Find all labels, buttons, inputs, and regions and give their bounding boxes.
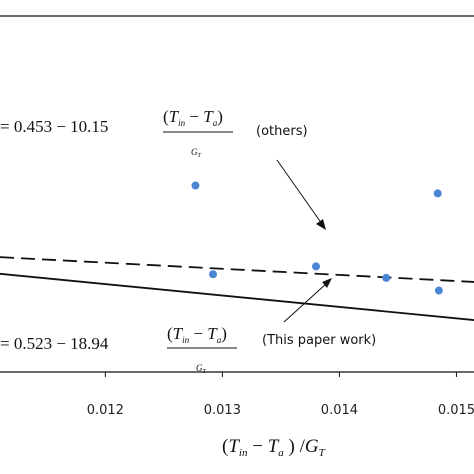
equation-this-work-numerator: (Tin − Ta): [167, 324, 227, 345]
x-tick-label: 0.014: [321, 403, 358, 418]
regression-line-others: [0, 256, 474, 283]
data-point: [433, 189, 442, 198]
regression-lines: [0, 256, 474, 321]
equation-others-lhs: = 0.453 − 10.15: [0, 117, 108, 136]
label-this-work: (This paper work): [262, 333, 376, 348]
equation-this-work-denominator: GT: [196, 363, 207, 375]
data-point: [191, 181, 200, 190]
arrow-others: [276, 159, 323, 225]
arrow-this-work-head: [322, 278, 332, 288]
data-points: [191, 181, 443, 295]
arrow-this-work: [283, 282, 328, 323]
x-tick-label: 0.012: [87, 403, 124, 418]
equation-this-work: = 0.523 − 18.94 (Tin − Ta) GT: [0, 324, 237, 375]
label-others: (others): [256, 124, 308, 139]
x-axis-ticks: 0.012 0.013 0.014 0.015: [87, 372, 474, 418]
data-point: [382, 273, 391, 282]
equation-others-denominator: GT: [191, 147, 202, 159]
equation-this-work-lhs: = 0.523 − 18.94: [0, 334, 109, 353]
x-axis-label: (Tin − Ta ) /GT: [222, 436, 326, 459]
x-tick-label: 0.015: [438, 403, 474, 418]
arrow-others-head: [316, 219, 326, 230]
x-tick-label: 0.013: [204, 403, 241, 418]
data-point: [312, 262, 320, 271]
equation-others-numerator: (Tin − Ta): [163, 107, 223, 128]
regression-line-this-work: [0, 272, 474, 321]
data-point: [434, 286, 443, 295]
equation-others: = 0.453 − 10.15 (Tin − Ta) GT: [0, 107, 233, 159]
data-point: [209, 270, 218, 279]
